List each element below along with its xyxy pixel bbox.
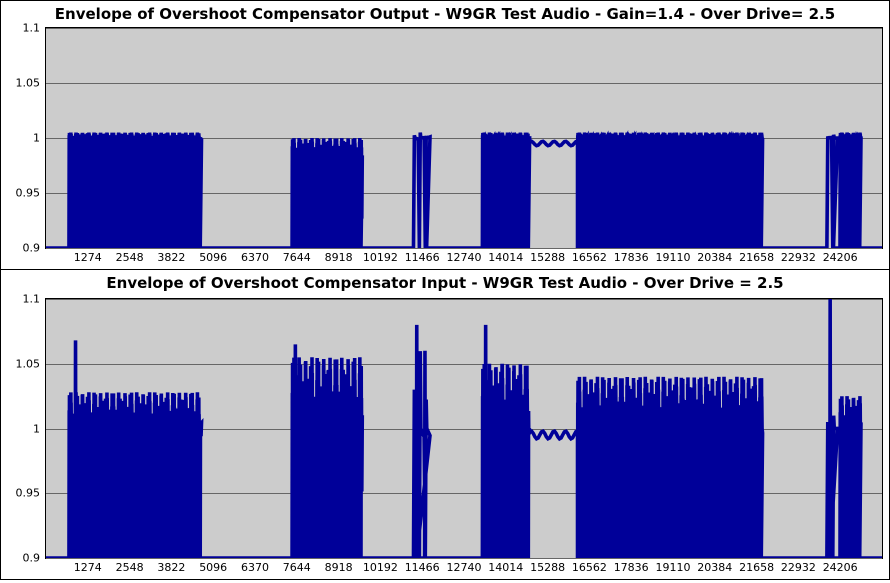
xtick-label: 12740 <box>447 251 482 264</box>
plot-container: 0.90.9511.051.11274254838225096637076448… <box>45 298 883 559</box>
xtick-label: 8918 <box>325 251 353 264</box>
ytick-label: 0.9 <box>23 552 41 565</box>
xtick-label: 17836 <box>614 251 649 264</box>
xtick-label: 1274 <box>74 251 102 264</box>
xtick-label: 5096 <box>199 561 227 574</box>
xtick-label: 12740 <box>447 561 482 574</box>
xtick-label: 2548 <box>116 251 144 264</box>
ytick-label: 1.05 <box>16 357 41 370</box>
output-envelope-chart: Envelope of Overshoot Compensator Output… <box>0 0 890 270</box>
xtick-label: 10192 <box>363 561 398 574</box>
xtick-label: 16562 <box>572 561 607 574</box>
ytick-label: 0.95 <box>16 487 41 500</box>
plot-area: 0.90.9511.051.11274254838225096637076448… <box>45 27 883 249</box>
xtick-label: 19110 <box>656 251 691 264</box>
xtick-label: 24206 <box>823 561 858 574</box>
ytick-label: 1 <box>33 422 40 435</box>
xtick-label: 10192 <box>363 251 398 264</box>
ytick-label: 1 <box>33 132 40 145</box>
ytick-label: 0.9 <box>23 242 41 255</box>
xtick-label: 2548 <box>116 561 144 574</box>
chart-title: Envelope of Overshoot Compensator Input … <box>1 270 889 294</box>
xtick-label: 14014 <box>488 561 523 574</box>
xtick-label: 15288 <box>530 561 565 574</box>
series-line <box>46 299 882 558</box>
xtick-label: 11466 <box>405 251 440 264</box>
xtick-label: 7644 <box>283 561 311 574</box>
xtick-label: 6370 <box>241 561 269 574</box>
input-envelope-chart: Envelope of Overshoot Compensator Input … <box>0 270 890 580</box>
xtick-label: 20384 <box>697 561 732 574</box>
xtick-label: 5096 <box>199 251 227 264</box>
gridline <box>46 558 882 559</box>
xtick-label: 8918 <box>325 561 353 574</box>
xtick-label: 20384 <box>697 251 732 264</box>
xtick-label: 6370 <box>241 251 269 264</box>
xtick-label: 22932 <box>781 251 816 264</box>
xtick-label: 7644 <box>283 251 311 264</box>
xtick-label: 17836 <box>614 561 649 574</box>
xtick-label: 24206 <box>823 251 858 264</box>
chart-title: Envelope of Overshoot Compensator Output… <box>1 1 889 25</box>
xtick-label: 21658 <box>739 561 774 574</box>
plot-container: 0.90.9511.051.11274254838225096637076448… <box>45 27 883 249</box>
xtick-label: 3822 <box>157 561 185 574</box>
xtick-label: 14014 <box>488 251 523 264</box>
ytick-label: 0.95 <box>16 187 41 200</box>
xtick-label: 22932 <box>781 561 816 574</box>
xtick-label: 1274 <box>74 561 102 574</box>
xtick-label: 21658 <box>739 251 774 264</box>
xtick-label: 3822 <box>157 251 185 264</box>
xtick-label: 15288 <box>530 251 565 264</box>
plot-area: 0.90.9511.051.11274254838225096637076448… <box>45 298 883 559</box>
series-line <box>46 28 882 248</box>
xtick-label: 11466 <box>405 561 440 574</box>
ytick-label: 1.1 <box>23 22 41 35</box>
gridline <box>46 248 882 249</box>
xtick-label: 19110 <box>656 561 691 574</box>
ytick-label: 1.05 <box>16 77 41 90</box>
ytick-label: 1.1 <box>23 293 41 306</box>
xtick-label: 16562 <box>572 251 607 264</box>
